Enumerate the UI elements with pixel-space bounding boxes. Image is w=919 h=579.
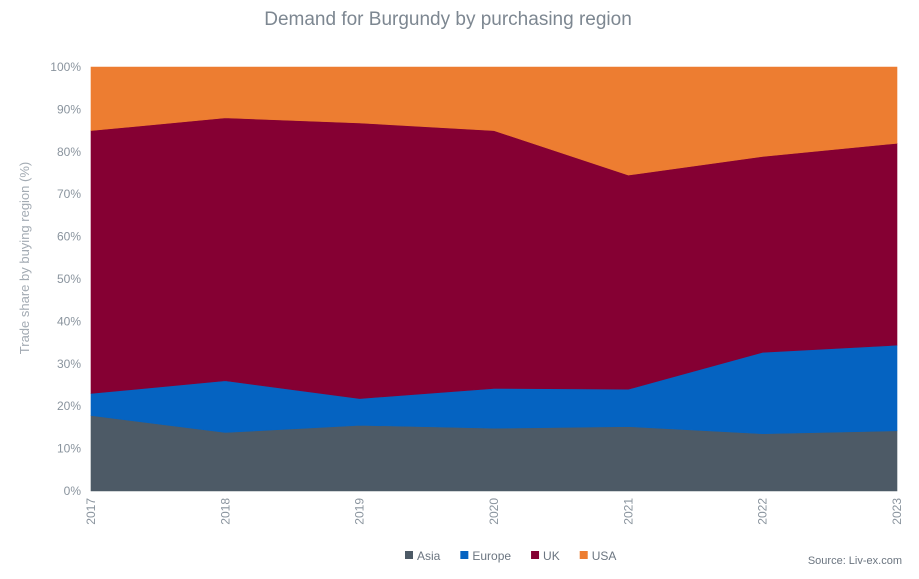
legend-label: Europe	[472, 549, 511, 563]
y-tick-label: 40%	[57, 314, 81, 328]
x-axis-ticks: 2017 2018 2019 2020 2021 2022 2023	[84, 498, 904, 525]
x-tick-label: 2019	[353, 498, 367, 525]
legend: Asia Europe UK USA	[405, 549, 616, 563]
y-tick-label: 70%	[57, 187, 81, 201]
y-tick-label: 60%	[57, 230, 81, 244]
y-tick-label: 30%	[57, 357, 81, 371]
y-tick-label: 80%	[57, 145, 81, 159]
legend-label: USA	[592, 549, 617, 563]
x-tick-label: 2021	[621, 498, 635, 525]
legend-item-usa: USA	[579, 549, 617, 563]
y-tick-label: 0%	[64, 484, 82, 498]
y-tick-label: 100%	[50, 60, 81, 74]
x-tick-label: 2023	[890, 498, 904, 525]
y-tick-label: 50%	[57, 272, 81, 286]
legend-label: Asia	[417, 549, 441, 563]
y-tick-label: 90%	[57, 102, 81, 116]
plot-areas	[90, 66, 898, 492]
legend-swatch	[531, 551, 540, 559]
y-axis-ticks: 0% 10% 20% 30% 40% 50% 60% 70% 80% 90% 100%	[50, 60, 81, 498]
area-usa	[90, 66, 898, 176]
legend-swatch	[460, 551, 469, 559]
legend-item-uk: UK	[531, 549, 560, 563]
x-tick-label: 2018	[218, 498, 232, 525]
legend-item-europe: Europe	[460, 549, 511, 563]
legend-item-asia: Asia	[405, 549, 441, 563]
source-note: Source: Liv-ex.com	[808, 555, 902, 567]
x-tick-label: 2020	[487, 498, 501, 525]
y-tick-label: 20%	[57, 399, 81, 413]
x-tick-label: 2022	[756, 498, 770, 525]
x-tick-label: 2017	[84, 498, 98, 525]
legend-label: UK	[543, 549, 560, 563]
legend-swatch	[405, 551, 413, 559]
legend-swatch	[579, 551, 588, 559]
y-axis-label: Trade share by buying region (%)	[17, 162, 32, 354]
chart-title: Demand for Burgundy by purchasing region	[264, 9, 632, 30]
y-tick-label: 10%	[57, 442, 81, 456]
